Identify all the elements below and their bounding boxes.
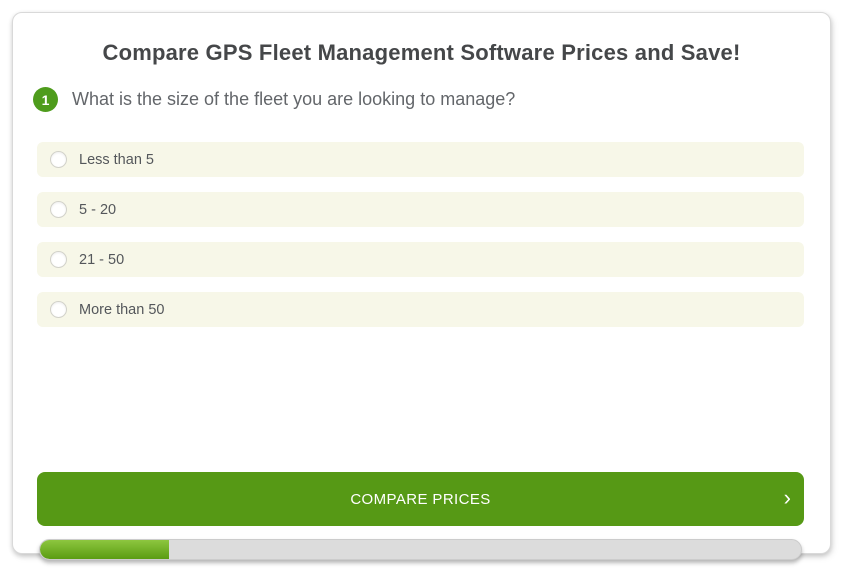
option-label: Less than 5 — [79, 151, 154, 168]
page-title: Compare GPS Fleet Management Software Pr… — [102, 40, 741, 65]
progress-bar — [39, 539, 802, 560]
radio-button-icon[interactable] — [50, 301, 67, 318]
survey-card: Compare GPS Fleet Management Software Pr… — [12, 12, 831, 560]
option-more-than-50[interactable]: More than 50 — [37, 292, 804, 327]
option-label: 5 - 20 — [79, 201, 117, 218]
progress-fill — [40, 540, 170, 559]
compare-prices-label: COMPARE PRICES — [350, 490, 491, 508]
question-number-badge: 1 — [33, 87, 58, 112]
option-label: 21 - 50 — [79, 251, 125, 268]
option-21-50[interactable]: 21 - 50 — [37, 242, 804, 277]
radio-button-icon[interactable] — [50, 201, 67, 218]
question-row: 1 What is the size of the fleet you are … — [33, 87, 810, 112]
radio-button-icon[interactable] — [50, 151, 67, 168]
option-less-than-5[interactable]: Less than 5 — [37, 142, 804, 177]
radio-button-icon[interactable] — [50, 251, 67, 268]
chevron-right-icon: › — [783, 485, 791, 511]
options-list: Less than 5 5 - 20 21 - 50 More than 50 — [37, 142, 804, 342]
option-label: More than 50 — [79, 301, 165, 318]
option-5-20[interactable]: 5 - 20 — [37, 192, 804, 227]
question-text: What is the size of the fleet you are lo… — [72, 89, 516, 109]
compare-prices-button[interactable]: COMPARE PRICES › — [37, 472, 804, 526]
